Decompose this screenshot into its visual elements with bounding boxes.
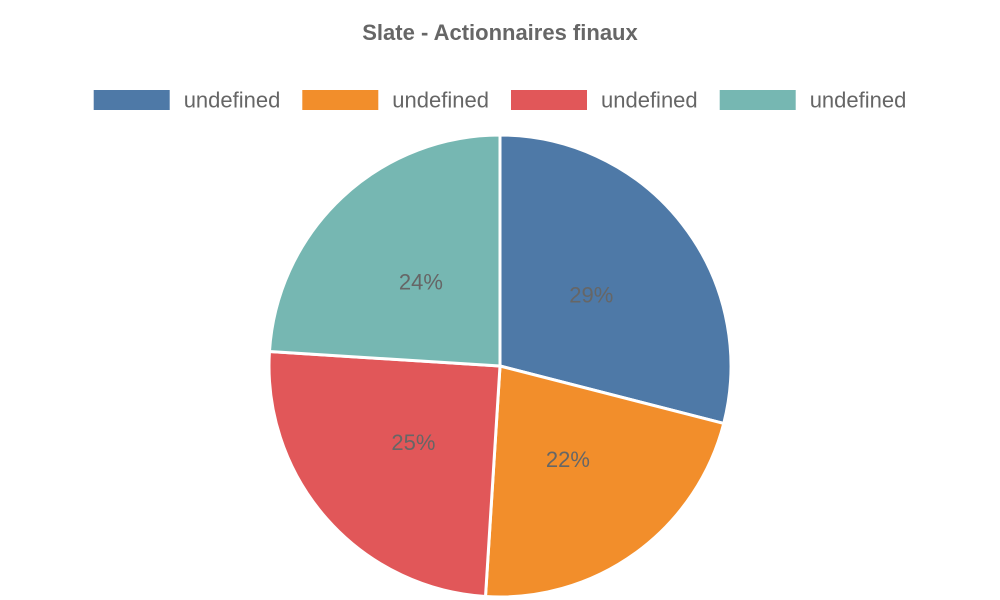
pie-slice-3[interactable] [267, 349, 502, 599]
slice-value-label-3: 25% [391, 430, 435, 455]
legend-item-4[interactable]: undefined [719, 88, 907, 113]
legend-label-2: undefined [392, 88, 489, 113]
legend-label-1: undefined [184, 88, 281, 113]
legend-swatch-4 [719, 90, 796, 110]
slice-labels: 29% 22% 25% 24% [391, 269, 613, 472]
pie-slice-2[interactable] [483, 364, 726, 599]
pie-slices [267, 133, 733, 599]
legend-item-1[interactable]: undefined [93, 88, 281, 113]
chart-title: Slate - Actionnaires finaux [362, 20, 638, 45]
legend-swatch-2 [302, 90, 379, 110]
legend-label-3: undefined [601, 88, 698, 113]
legend-swatch-1 [93, 90, 170, 110]
slice-value-label-1: 29% [569, 283, 613, 308]
legend: undefined undefined undefined undefined [93, 88, 907, 113]
legend-item-3[interactable]: undefined [511, 88, 698, 113]
legend-label-4: undefined [810, 88, 907, 113]
legend-swatch-3 [511, 90, 587, 110]
pie-slice-4[interactable] [267, 133, 502, 368]
pie-slice-1[interactable] [498, 133, 733, 425]
slice-value-label-2: 22% [546, 447, 590, 472]
slice-value-label-4: 24% [399, 269, 443, 294]
legend-item-2[interactable]: undefined [302, 88, 489, 113]
